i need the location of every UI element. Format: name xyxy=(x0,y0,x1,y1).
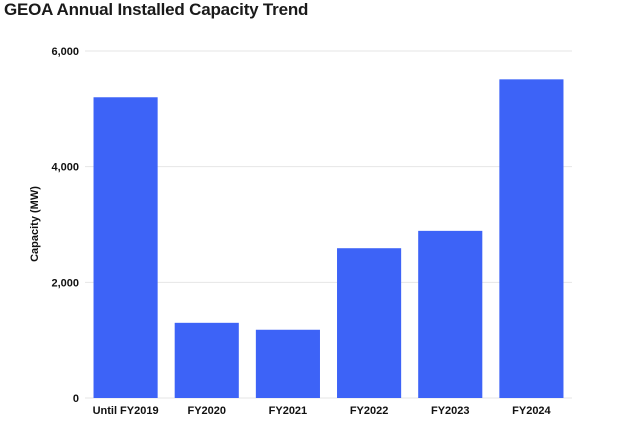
bars xyxy=(93,79,564,399)
x-axis-ticks: Until FY2019 FY2020 FY2021 FY2022 FY2023 FY20… xyxy=(93,405,552,417)
x-tick-label: FY2024 xyxy=(512,405,551,417)
x-tick-label: FY2021 xyxy=(269,405,308,417)
y-axis-ticks: 0 2,000 4,000 6,000 xyxy=(51,46,79,405)
x-tick-label: FY2023 xyxy=(431,405,470,417)
y-tick-label: 4,000 xyxy=(51,162,79,174)
x-tick-label: Until FY2019 xyxy=(93,405,159,417)
bar xyxy=(255,329,320,398)
y-tick-label: 6,000 xyxy=(51,46,79,58)
grid-lines xyxy=(85,50,572,399)
bar xyxy=(337,248,402,398)
chart-title: GEOA Annual Installed Capacity Trend xyxy=(4,0,309,19)
bar xyxy=(93,97,158,399)
bar xyxy=(174,322,239,398)
y-tick-label: 0 xyxy=(73,393,79,405)
x-tick-label: FY2020 xyxy=(187,405,226,417)
y-tick-label: 2,000 xyxy=(51,277,79,289)
bar xyxy=(418,230,483,398)
x-tick-label: FY2022 xyxy=(350,405,389,417)
bar xyxy=(499,79,564,399)
y-axis-label: Capacity (MW) xyxy=(29,186,41,262)
